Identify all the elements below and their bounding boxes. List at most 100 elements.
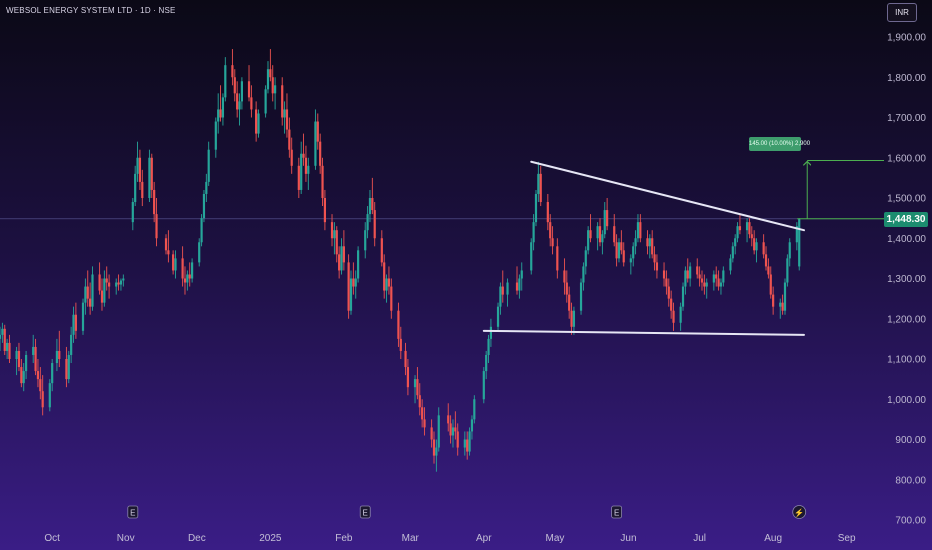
candle-body <box>349 278 353 311</box>
candle-body <box>131 202 134 223</box>
currency-button[interactable]: INR <box>887 3 917 22</box>
candle <box>231 49 234 86</box>
candle <box>207 141 210 186</box>
candle <box>304 145 308 182</box>
candle-body <box>283 109 286 118</box>
candle <box>316 113 319 150</box>
y-tick-label: 800.00 <box>895 475 926 486</box>
candle-body <box>615 242 618 259</box>
candle <box>719 278 723 295</box>
candle-body <box>321 165 324 198</box>
candle-body <box>105 278 108 283</box>
candle-body <box>700 278 704 283</box>
candle-body <box>266 69 270 90</box>
candle <box>745 218 749 243</box>
candle-body <box>534 193 538 223</box>
candle <box>636 214 640 243</box>
candle <box>634 230 637 255</box>
candle-body <box>745 222 749 231</box>
candle-body <box>470 419 474 432</box>
candle-body <box>565 282 568 295</box>
candle <box>167 230 170 263</box>
candle <box>520 262 523 291</box>
candle <box>556 238 559 279</box>
candle <box>416 367 419 400</box>
candle <box>762 234 765 259</box>
candle <box>387 266 391 295</box>
candle-body <box>397 310 400 339</box>
measure-tool <box>797 159 884 220</box>
candle <box>482 367 485 404</box>
candle <box>136 141 139 182</box>
candle-body <box>712 274 715 283</box>
candle <box>255 101 258 142</box>
candle-body <box>17 350 21 368</box>
candle-body <box>153 189 156 215</box>
candle-body <box>188 274 191 279</box>
candle <box>748 218 751 239</box>
candle <box>247 65 251 102</box>
candle-body <box>352 278 355 287</box>
candle <box>81 298 85 335</box>
candle-body <box>606 210 609 227</box>
candle-body <box>150 157 153 190</box>
candle <box>115 278 118 295</box>
candle-body <box>703 282 706 287</box>
candle-body <box>772 294 775 307</box>
candle <box>549 214 552 247</box>
candle <box>397 302 400 347</box>
candle-body <box>499 286 502 307</box>
candle-body <box>636 222 640 239</box>
candle-body <box>368 198 372 215</box>
candle-body <box>236 93 239 110</box>
candle-body <box>300 153 303 190</box>
candle <box>781 294 784 315</box>
candle <box>274 77 277 110</box>
candle <box>233 69 236 102</box>
y-tick-label: 1,600.00 <box>887 153 926 164</box>
candle <box>736 222 739 243</box>
candle-body <box>622 250 625 263</box>
candle-body <box>48 383 51 408</box>
candle-body <box>202 193 206 219</box>
candle <box>17 342 21 372</box>
candle <box>300 141 303 194</box>
candle <box>750 226 753 247</box>
candle-body <box>24 354 28 372</box>
candle <box>264 85 267 118</box>
candle-body <box>271 77 274 94</box>
candle-body <box>546 202 549 223</box>
x-tick-label: Sep <box>838 533 856 544</box>
candle-body <box>342 246 345 263</box>
y-tick-label: 1,300.00 <box>887 274 926 285</box>
candle-body <box>587 230 590 251</box>
candle-body <box>181 258 184 279</box>
candle <box>347 254 350 319</box>
x-tick-label: Jul <box>693 533 706 544</box>
candle-body <box>731 246 734 259</box>
candle-body <box>86 286 89 299</box>
candle-body <box>568 294 571 311</box>
candle <box>219 85 222 122</box>
candle-body <box>634 238 637 247</box>
candle <box>568 286 571 319</box>
candle-body <box>406 367 410 388</box>
candle-body <box>449 423 452 436</box>
candle <box>463 431 466 456</box>
candle-body <box>779 302 782 307</box>
candle <box>506 278 509 307</box>
candle <box>551 226 554 255</box>
candle <box>183 266 187 295</box>
candle-body <box>217 109 220 122</box>
candle <box>134 165 137 207</box>
trendline-upper <box>530 160 805 232</box>
candle-body <box>233 77 236 94</box>
candle-body <box>51 363 54 384</box>
y-tick-label: 1,700.00 <box>887 113 926 124</box>
marker-label: E <box>130 509 135 518</box>
candle <box>383 254 386 299</box>
candle-body <box>84 286 87 303</box>
candle-body <box>463 439 466 448</box>
